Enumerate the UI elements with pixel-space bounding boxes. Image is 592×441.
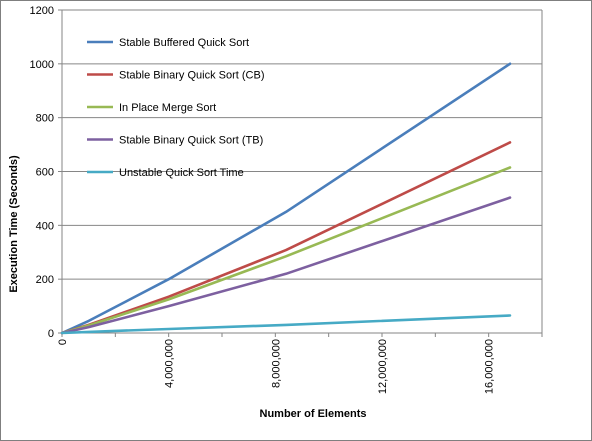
y-tick-label: 1200	[30, 5, 54, 17]
x-tick-label: 0	[57, 339, 69, 345]
legend-label-stable-buffered-quick-sort: Stable Buffered Quick Sort	[119, 37, 249, 49]
y-axis-label: Execution Time (Seconds)	[8, 155, 20, 293]
x-axis-label: Number of Elements	[260, 408, 367, 420]
series-line-stable-binary-quick-sort-tb	[60, 196, 512, 335]
legend-label-stable-binary-quick-sort-tb: Stable Binary Quick Sort (TB)	[119, 135, 263, 147]
series-lines	[60, 62, 512, 335]
y-tick-labels: 0 200 400 600 800 1000 1200	[30, 5, 54, 340]
legend-label-unstable-quick-sort-time: Unstable Quick Sort Time	[119, 167, 244, 179]
y-tick-label: 0	[48, 328, 54, 340]
y-tick-label: 600	[36, 167, 54, 179]
y-tick-label: 400	[36, 220, 54, 232]
y-tick-label: 200	[36, 274, 54, 286]
legend: Stable Buffered Quick Sort Stable Binary …	[87, 37, 265, 179]
gridlines	[62, 9, 542, 280]
legend-label-stable-binary-quick-sort-cb: Stable Binary Quick Sort (CB)	[119, 70, 265, 82]
series-line-unstable-quick-sort-time	[60, 314, 512, 335]
y-tick-label: 1000	[30, 59, 54, 71]
x-tick-label: 12,000,000	[377, 339, 389, 394]
legend-label-in-place-merge-sort: In Place Merge Sort	[119, 102, 216, 114]
series-line-stable-buffered-quick-sort	[60, 62, 512, 335]
x-tick-labels: 0 4,000,000 8,000,000 12,000,000 16,000,000	[57, 339, 496, 394]
x-tick-label: 8,000,000	[270, 339, 282, 388]
x-tick-label: 16,000,000	[484, 339, 496, 394]
axes	[58, 9, 543, 337]
y-tick-label: 800	[36, 113, 54, 125]
x-tick-label: 4,000,000	[164, 339, 176, 388]
